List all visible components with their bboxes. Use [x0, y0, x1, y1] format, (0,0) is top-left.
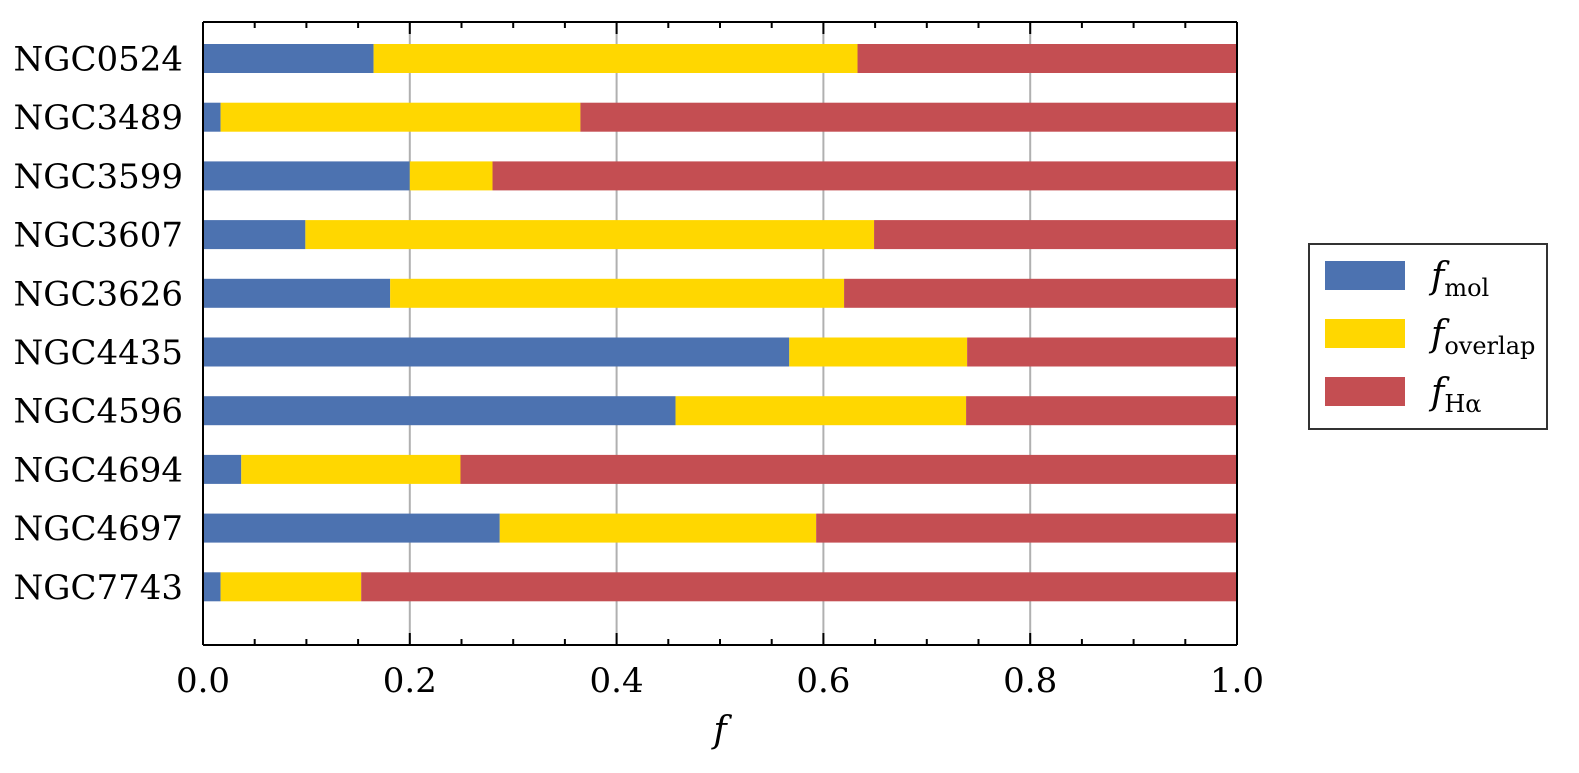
category-label: NGC3607	[14, 216, 183, 256]
bar-Hα-NGC7743	[361, 572, 1237, 602]
bar-Hα-NGC3626	[844, 278, 1237, 308]
bar-mol-NGC3607	[203, 220, 306, 250]
bar-overlap-NGC7743	[220, 572, 362, 602]
bars	[203, 44, 1237, 602]
x-tick-label: 0.4	[590, 661, 644, 701]
bar-Hα-NGC0524	[857, 44, 1237, 73]
bar-overlap-NGC4697	[499, 513, 817, 543]
bar-overlap-NGC4596	[675, 396, 967, 426]
bar-mol-NGC3599	[203, 161, 410, 191]
category-label: NGC3489	[14, 98, 183, 138]
category-label: NGC4596	[14, 392, 183, 432]
bar-Hα-NGC4694	[460, 454, 1237, 484]
bar-mol-NGC3626	[203, 278, 391, 308]
category-label: NGC3626	[14, 274, 183, 314]
bar-overlap-NGC4435	[789, 337, 968, 367]
bar-mol-NGC4697	[203, 513, 500, 543]
category-labels: NGC0524 NGC3489 NGC3599 NGC3607 NGC3626 NGC44…	[14, 40, 183, 608]
bar-overlap-NGC3599	[409, 161, 493, 191]
legend-swatch-overlap	[1325, 319, 1405, 348]
x-tick-label: 0.2	[383, 661, 437, 701]
bar-mol-NGC0524	[203, 44, 374, 73]
bar-overlap-NGC3607	[305, 220, 875, 250]
legend-label-mol: fmol	[1428, 256, 1489, 302]
x-axis-label: f	[710, 710, 732, 751]
bar-overlap-NGC4694	[241, 454, 461, 484]
bar-overlap-NGC3489	[220, 102, 581, 132]
bar-mol-NGC3489	[203, 102, 221, 132]
category-label: NGC4694	[14, 450, 183, 490]
legend-swatch-mol	[1325, 261, 1405, 290]
x-tick-label: 1.0	[1210, 661, 1264, 701]
x-tick-label: 0.8	[1003, 661, 1057, 701]
category-label: NGC3599	[14, 157, 183, 197]
category-label: NGC4435	[14, 333, 183, 373]
bar-mol-NGC4596	[203, 396, 676, 426]
category-label: NGC7743	[14, 568, 183, 608]
x-tick-labels: 0.0 0.2 0.4 0.6 0.8 1.0	[176, 661, 1264, 701]
x-tick-label: 0.6	[796, 661, 850, 701]
bar-overlap-NGC3626	[390, 278, 845, 308]
category-label: NGC4697	[14, 509, 183, 549]
bar-Hα-NGC3489	[580, 102, 1237, 132]
category-label: NGC0524	[14, 40, 183, 80]
bar-mol-NGC4435	[203, 337, 790, 367]
bar-Hα-NGC3599	[492, 161, 1237, 191]
bar-overlap-NGC0524	[373, 44, 858, 73]
bar-Hα-NGC4697	[816, 513, 1237, 543]
bar-mol-NGC7743	[203, 572, 221, 602]
bar-mol-NGC4694	[203, 454, 242, 484]
bar-Hα-NGC4596	[966, 396, 1237, 426]
x-tick-label: 0.0	[176, 661, 230, 701]
axes	[202, 21, 1238, 646]
legend-swatch-Hα	[1325, 377, 1405, 406]
bar-Hα-NGC4435	[967, 337, 1237, 367]
bar-Hα-NGC3607	[874, 220, 1237, 250]
